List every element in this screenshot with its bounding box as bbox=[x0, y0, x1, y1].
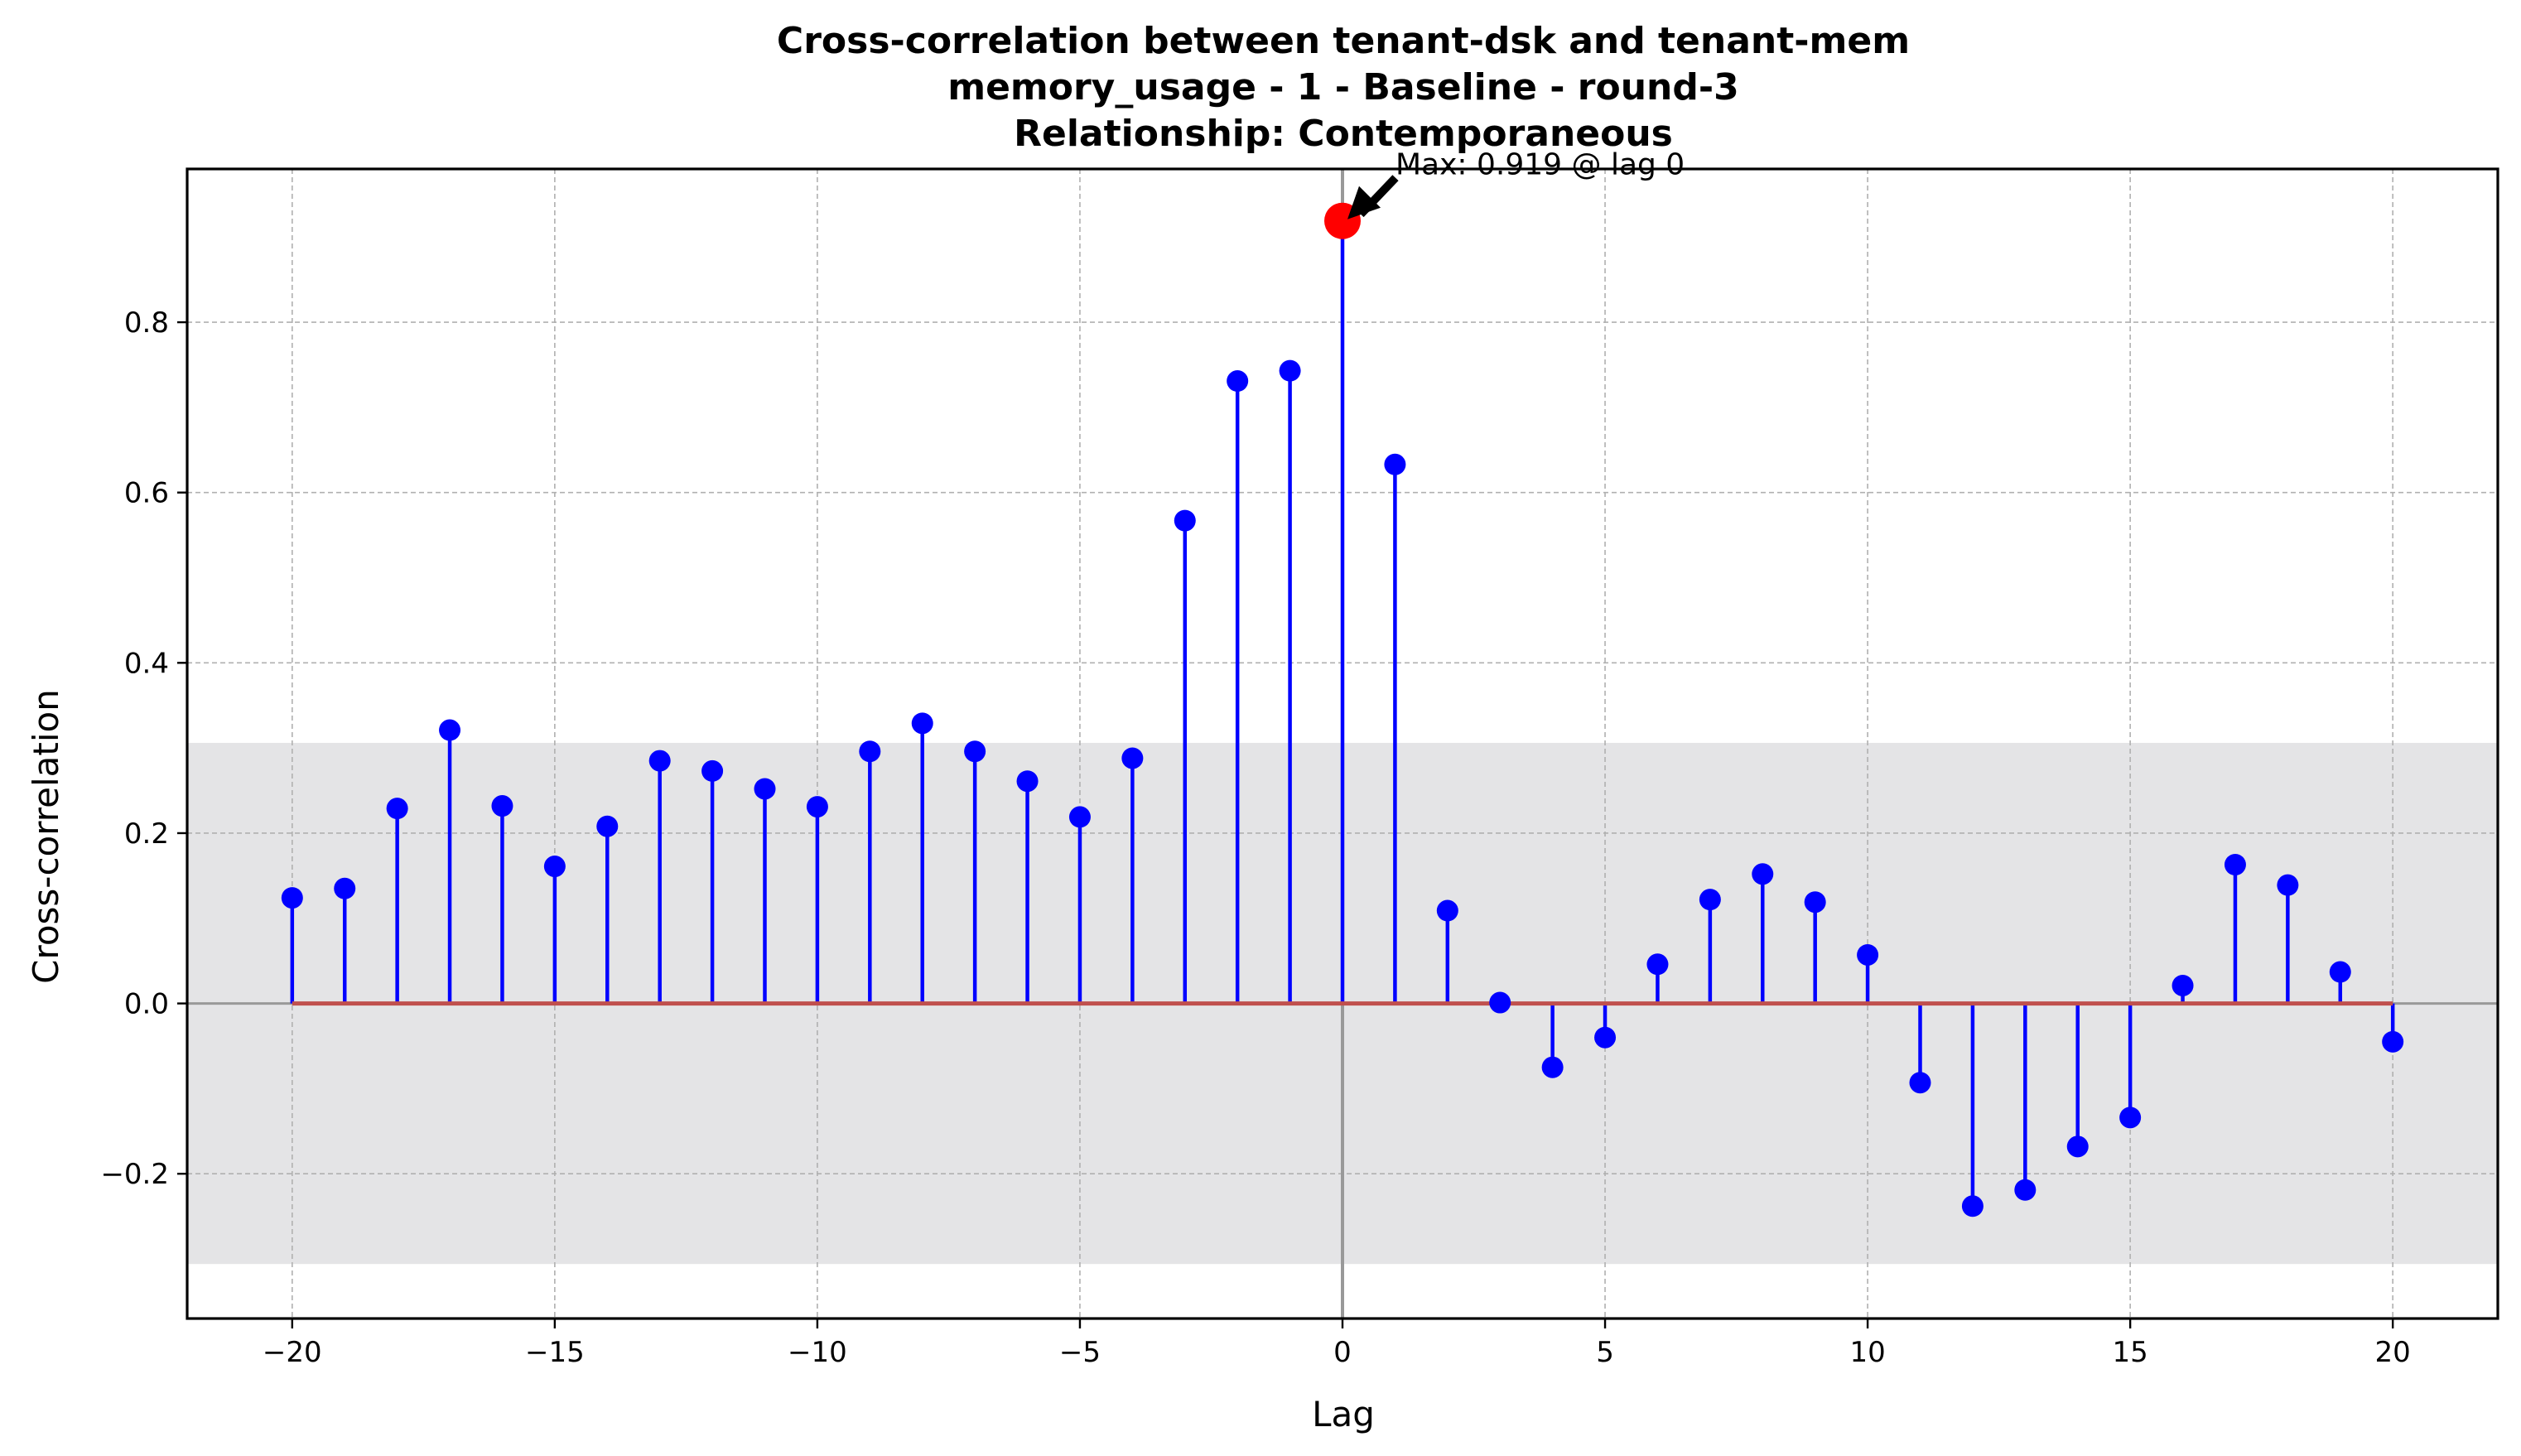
stem-marker bbox=[1227, 370, 1249, 393]
y-tick-label: 0.6 bbox=[124, 477, 169, 510]
chart-title: Cross-correlation between tenant-dsk and… bbox=[777, 20, 1910, 155]
y-tick-label: 0.0 bbox=[124, 988, 169, 1021]
y-tick-label: −0.2 bbox=[100, 1158, 169, 1191]
stem-marker bbox=[2277, 874, 2299, 896]
title-line-2: memory_usage - 1 - Baseline - round-3 bbox=[947, 66, 1739, 108]
x-tick-label: −10 bbox=[788, 1336, 847, 1369]
stem-marker bbox=[2119, 1106, 2142, 1129]
stem-marker bbox=[911, 712, 933, 735]
stem-marker bbox=[1016, 770, 1039, 793]
stem-marker bbox=[1857, 943, 1879, 966]
y-tick-label: 0.4 bbox=[124, 647, 169, 680]
stem-marker bbox=[1121, 747, 1144, 769]
y-axis-label: Cross-correlation bbox=[26, 689, 66, 984]
stem-marker bbox=[1279, 359, 1301, 382]
stem-marker bbox=[1174, 509, 1196, 532]
x-tick-label: −5 bbox=[1059, 1336, 1101, 1369]
stem-marker bbox=[281, 887, 303, 909]
stem-marker bbox=[1068, 806, 1091, 828]
x-tick-label: −15 bbox=[525, 1336, 585, 1369]
annotation-arrow-head bbox=[1347, 186, 1381, 219]
x-tick-label: −20 bbox=[263, 1336, 322, 1369]
y-tick-label: 0.8 bbox=[124, 306, 169, 340]
annotation-text: Max: 0.919 @ lag 0 bbox=[1395, 148, 1685, 182]
title-line-3: Relationship: Contemporaneous bbox=[1014, 113, 1673, 155]
title-line-1: Cross-correlation between tenant-dsk and… bbox=[777, 20, 1910, 62]
y-tick-label: 0.2 bbox=[124, 817, 169, 851]
stem-marker bbox=[2066, 1135, 2089, 1158]
stem-marker bbox=[754, 778, 776, 800]
x-tick-label: 20 bbox=[2375, 1336, 2411, 1369]
stem-marker bbox=[859, 740, 881, 763]
stem-marker bbox=[1752, 863, 1774, 885]
x-tick-label: 5 bbox=[1596, 1336, 1614, 1369]
stem-marker bbox=[334, 877, 356, 899]
stem-marker bbox=[386, 798, 408, 820]
stem-marker bbox=[2172, 974, 2194, 996]
stem-marker bbox=[439, 719, 461, 741]
stem-marker bbox=[1489, 991, 1511, 1014]
stem-marker bbox=[1646, 953, 1669, 976]
x-tick-label: 10 bbox=[1849, 1336, 1885, 1369]
x-tick-label: 15 bbox=[2113, 1336, 2148, 1369]
stem-marker bbox=[543, 856, 566, 878]
stem-marker bbox=[1699, 889, 1721, 911]
stem-marker bbox=[2224, 853, 2246, 875]
stem-marker bbox=[806, 796, 828, 818]
stem-marker bbox=[1961, 1195, 1984, 1217]
stem-marker bbox=[2329, 961, 2351, 983]
stem-marker bbox=[491, 795, 513, 817]
stem-marker bbox=[596, 815, 619, 837]
stem-marker bbox=[1436, 899, 1458, 922]
stem-marker bbox=[1804, 891, 1826, 914]
stem-marker bbox=[964, 740, 986, 763]
stem-marker bbox=[1384, 453, 1406, 475]
stem-marker bbox=[1909, 1072, 1931, 1094]
x-axis-label: Lag bbox=[1312, 1394, 1375, 1434]
stem-marker bbox=[1541, 1056, 1564, 1078]
stem-series bbox=[281, 210, 2404, 1217]
x-tick-label: 0 bbox=[1333, 1336, 1352, 1369]
stem-marker bbox=[648, 750, 671, 772]
stem-marker bbox=[1594, 1026, 1617, 1049]
stem-marker bbox=[701, 759, 724, 782]
plot-area: Max: 0.919 @ lag 0 −20 −15 −10 −5 0 5 10 15 20 −0.… bbox=[100, 148, 2499, 1369]
stem-marker bbox=[2382, 1030, 2404, 1053]
stem-marker bbox=[2014, 1179, 2037, 1201]
